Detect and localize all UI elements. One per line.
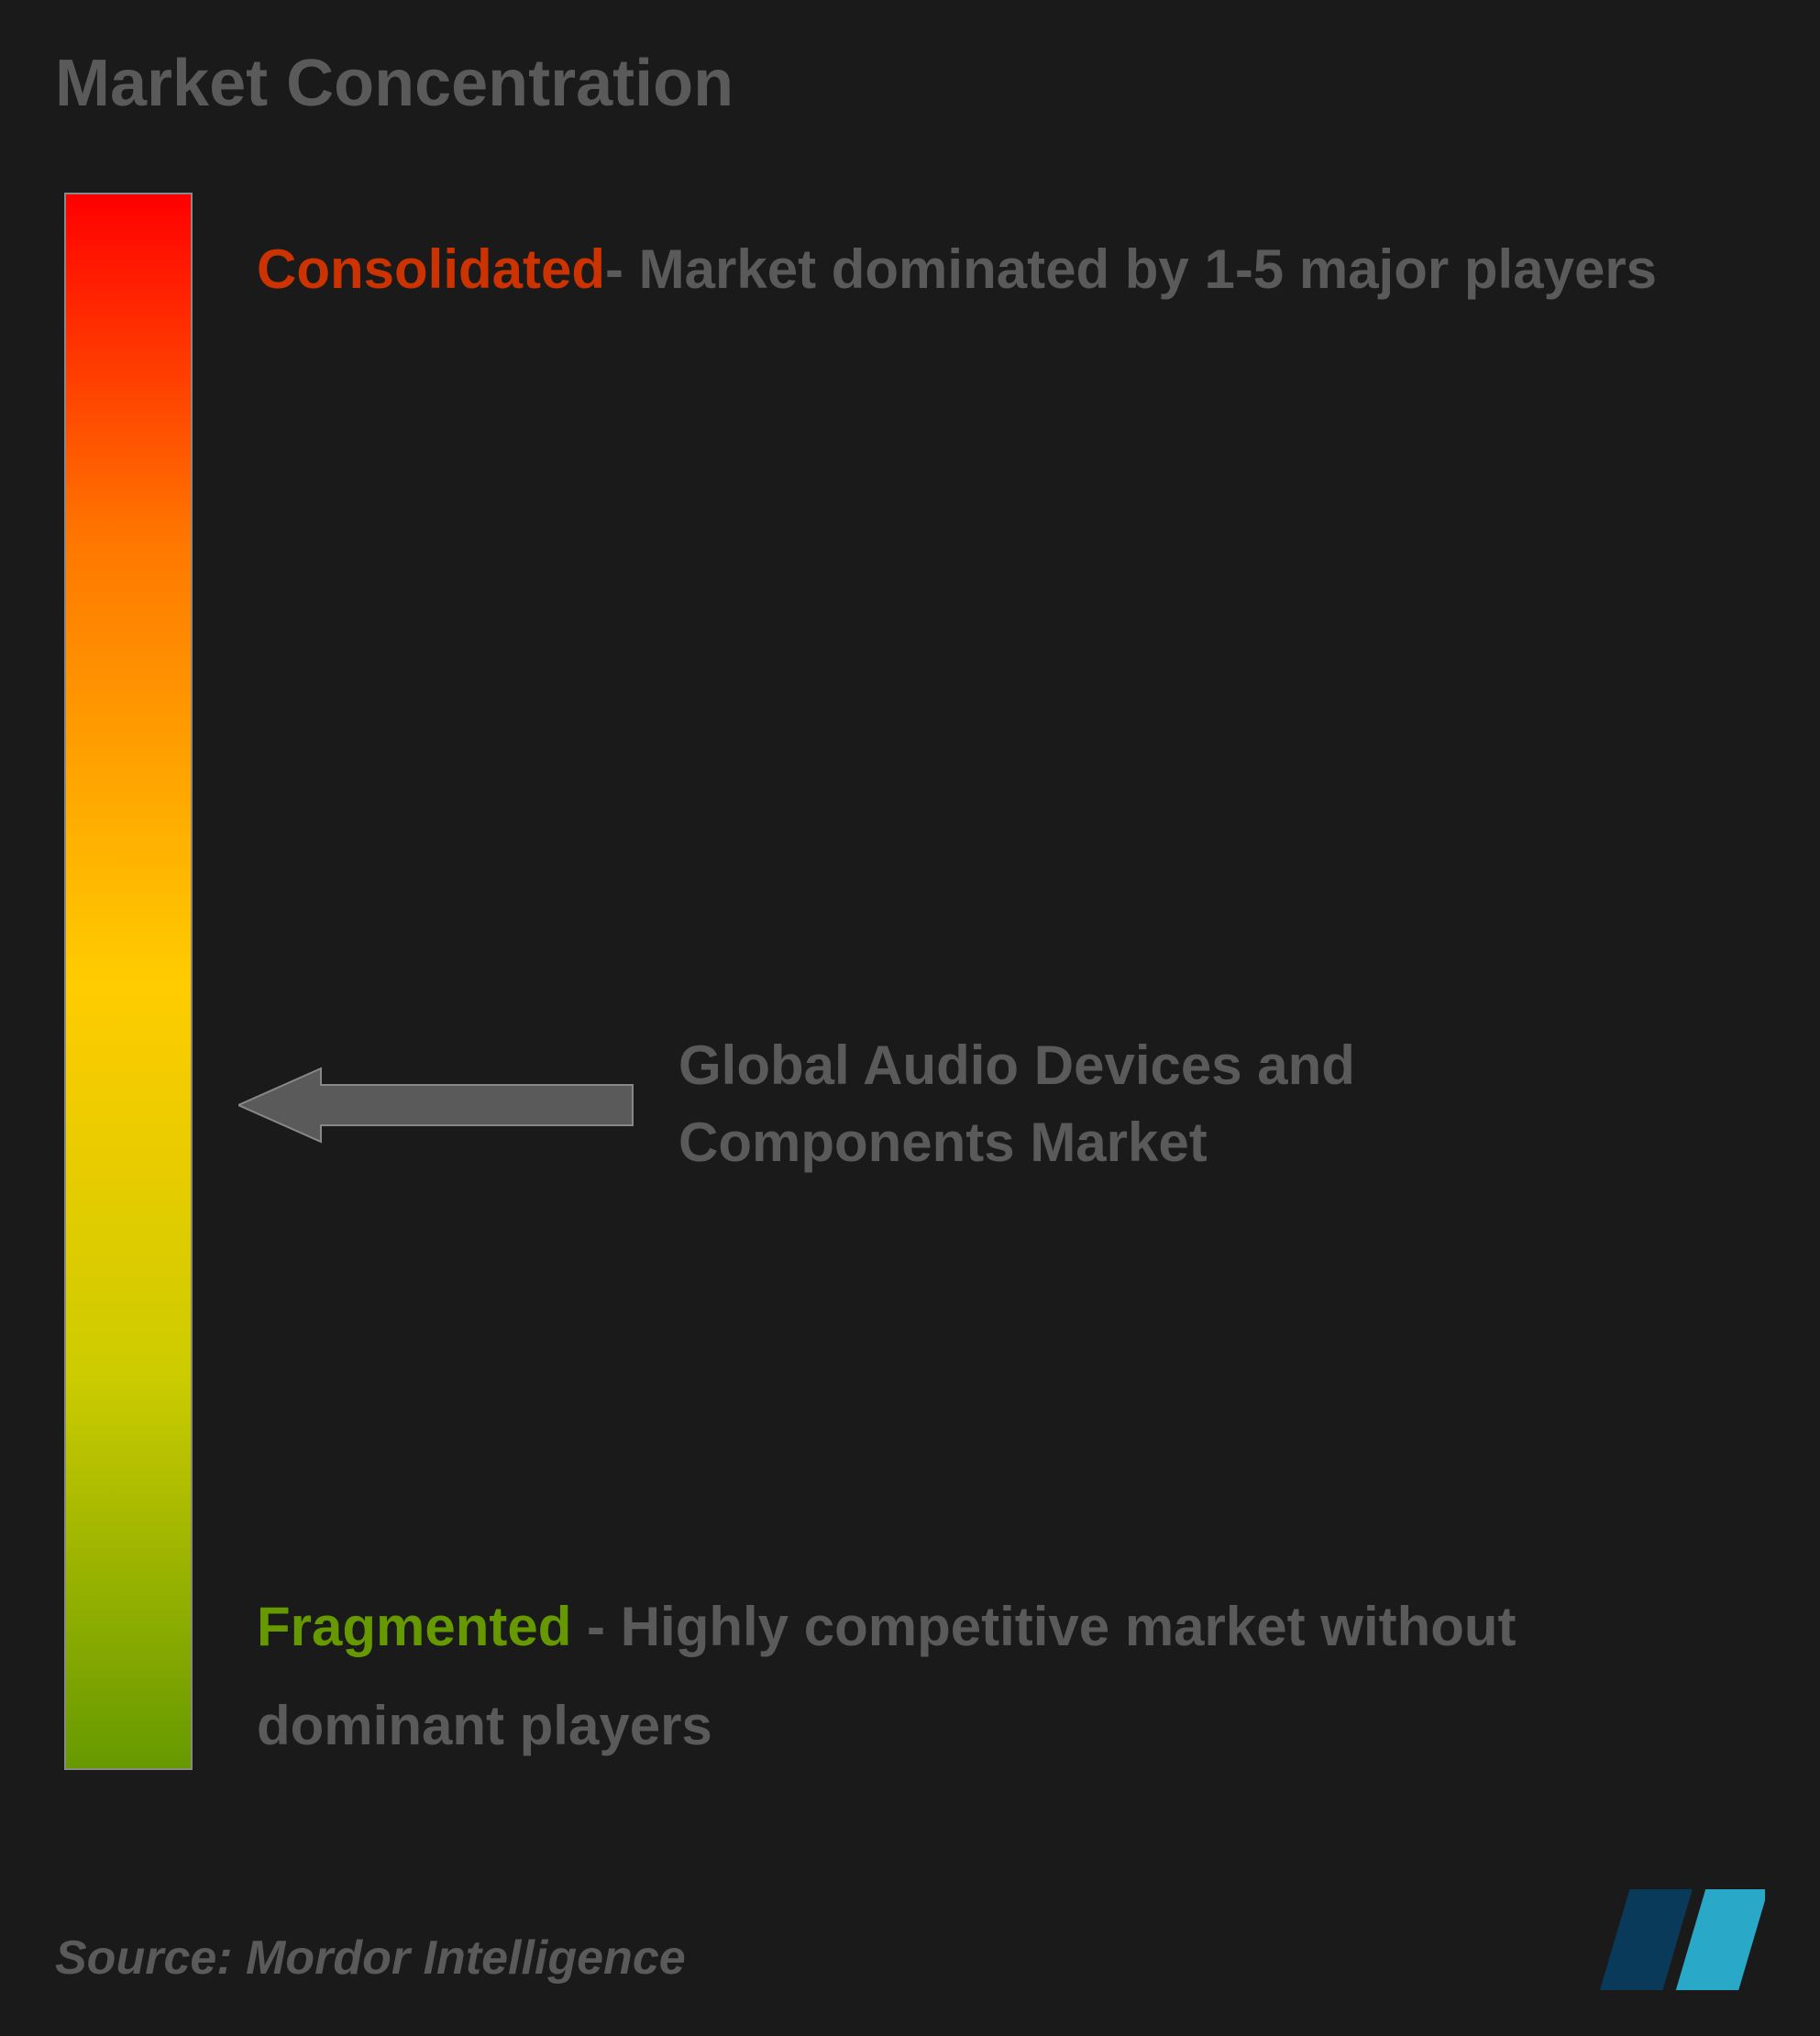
concentration-gradient-bar: [64, 193, 193, 1770]
pointer-arrow: [238, 1059, 651, 1156]
source-attribution: Source: Mordor Intelligence: [55, 1931, 686, 1986]
market-label: Global Audio Devices and Components Mark…: [678, 1027, 1595, 1181]
fragmented-block: Fragmented - Highly competitive market w…: [257, 1577, 1724, 1776]
consolidated-description: - Market dominated by 1-5 major players: [605, 238, 1657, 300]
fragmented-label: Fragmented: [257, 1596, 571, 1657]
consolidated-block: Consolidated- Market dominated by 1-5 ma…: [257, 220, 1724, 319]
brand-logo-icon: [1600, 1889, 1765, 1995]
consolidated-label: Consolidated: [257, 238, 605, 300]
page-title: Market Concentration: [55, 46, 734, 121]
